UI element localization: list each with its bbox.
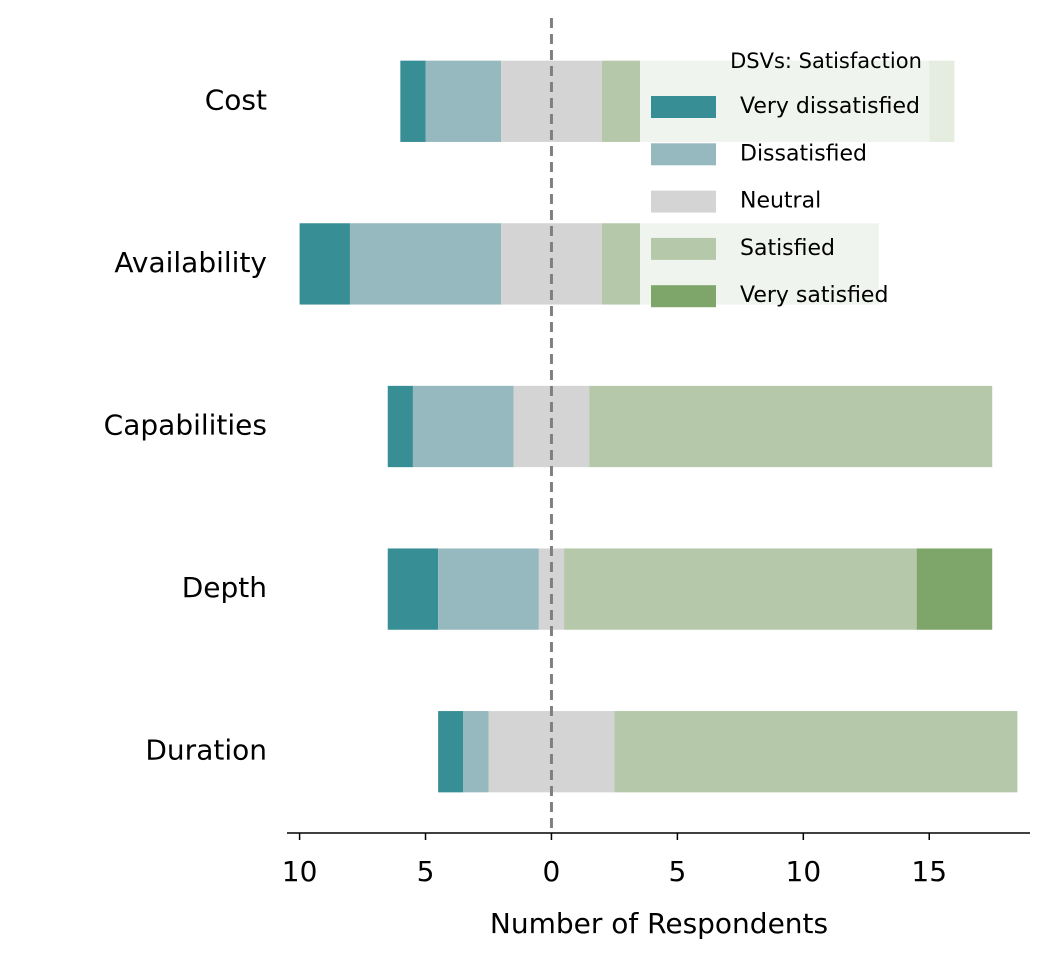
- bar: [299, 223, 350, 305]
- legend-label: Very satisfied: [740, 283, 888, 308]
- y-tick-label: Cost: [205, 83, 267, 116]
- bar: [614, 711, 1018, 793]
- bar: [589, 385, 993, 468]
- x-tick-label: 0: [543, 855, 561, 888]
- y-tick-label: Capabilities: [104, 409, 267, 442]
- bar: [463, 711, 489, 793]
- bar: [425, 60, 502, 142]
- legend: DSVs: Satisfaction Very dissatisfied Dissa…: [640, 38, 1012, 322]
- bar: [387, 385, 413, 468]
- bar: [564, 548, 917, 630]
- bar: [916, 548, 993, 630]
- x-tick-label: 5: [668, 855, 686, 888]
- bar: [438, 548, 539, 630]
- legend-title: DSVs: Satisfaction: [730, 49, 922, 73]
- bar: [400, 60, 426, 142]
- legend-label: Dissatisfied: [740, 141, 867, 166]
- y-tick-label: Depth: [182, 571, 267, 604]
- bar: [349, 223, 502, 305]
- legend-label: Very dissatisfied: [740, 94, 920, 119]
- legend-swatch: [651, 237, 716, 260]
- legend-swatch: [651, 96, 716, 118]
- bar: [387, 548, 439, 630]
- x-tick-label: 10: [786, 855, 822, 888]
- x-tick-label: 15: [911, 855, 947, 888]
- legend-swatch: [651, 190, 716, 213]
- bar: [438, 711, 464, 793]
- y-tick-label: Availability: [114, 246, 267, 279]
- bar: [412, 385, 514, 468]
- x-tick-label: 10: [282, 855, 318, 888]
- x-axis-label: Number of Respondents: [490, 907, 828, 940]
- legend-label: Satisfied: [740, 236, 835, 261]
- legend-label: Neutral: [740, 189, 821, 214]
- legend-swatch: [651, 285, 716, 308]
- legend-box: [640, 38, 1012, 322]
- y-tick-label: Duration: [145, 734, 267, 767]
- legend-swatch: [651, 143, 716, 166]
- x-tick-label: 5: [417, 855, 435, 888]
